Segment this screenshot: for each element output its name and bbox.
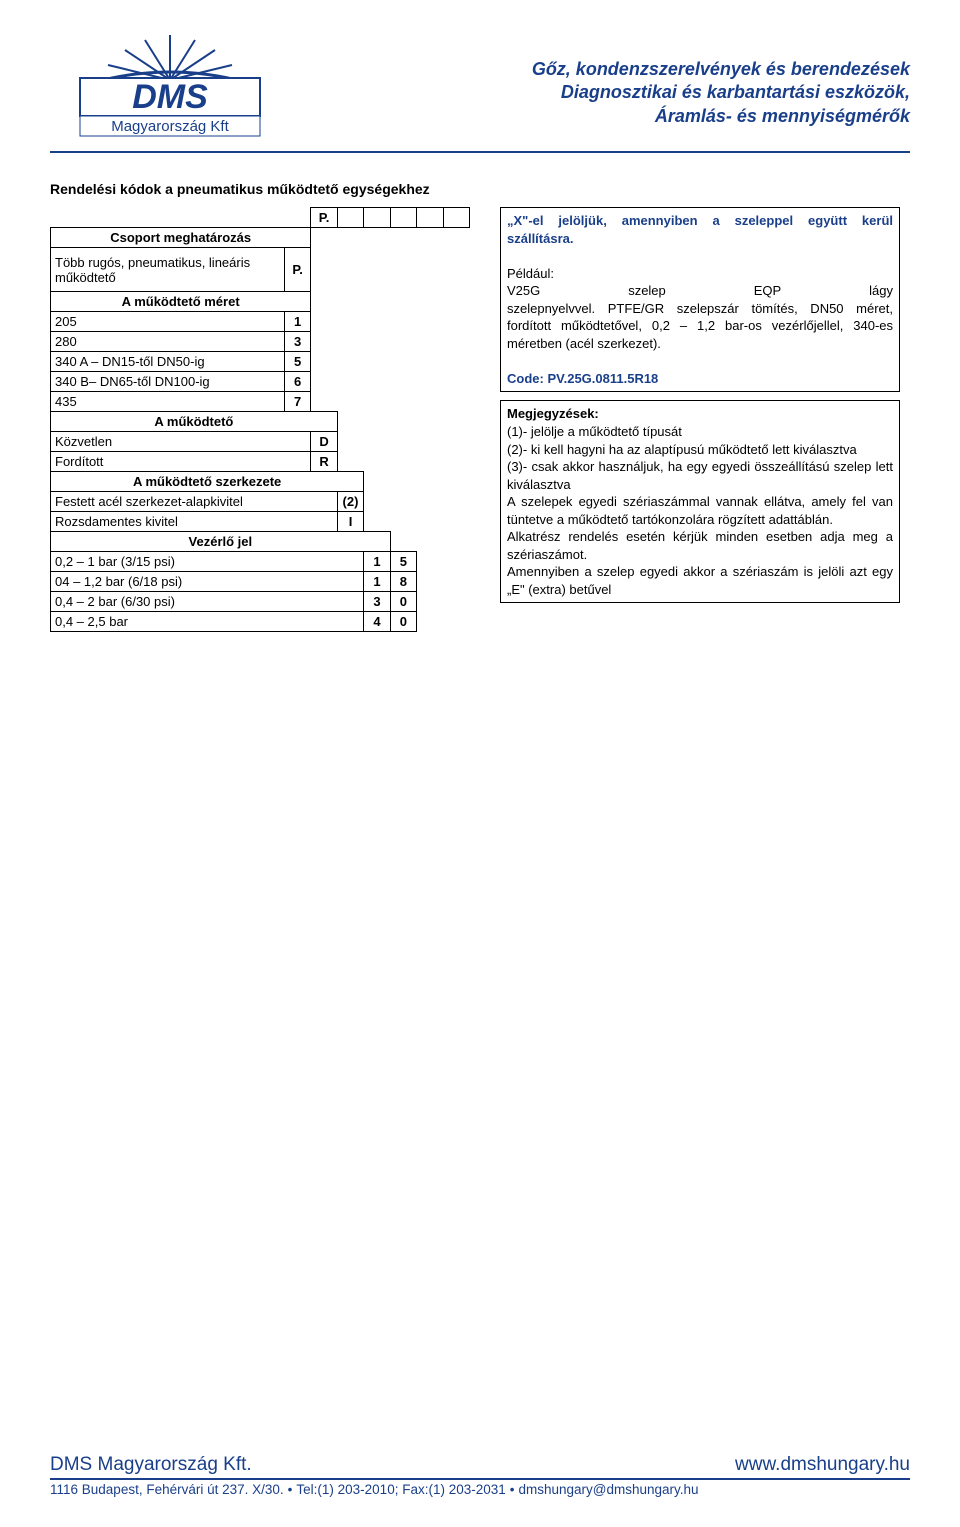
group-label: A működtető szerkezete <box>51 472 364 492</box>
table-row: 0,4 – 2,5 bar40 <box>51 612 470 632</box>
page-footer: DMS Magyarország Kft. www.dmshungary.hu … <box>50 1454 910 1497</box>
code-cell: 3 <box>284 332 310 352</box>
section-title: Rendelési kódok a pneumatikus működtető … <box>50 181 910 197</box>
code-cell: 5 <box>284 352 310 372</box>
code-cell: 8 <box>390 572 416 592</box>
item-label: 280 <box>51 332 285 352</box>
item-label: 205 <box>51 312 285 332</box>
logo-subtext: Magyarország Kft <box>111 118 229 135</box>
note-1: (1)- jelölje a működtető típusát <box>507 423 893 441</box>
group-label: Vezérlő jel <box>51 532 391 552</box>
code-cell: 1 <box>364 572 390 592</box>
item-label: Közvetlen <box>51 432 311 452</box>
footer-email: dmshungary@dmshungary.hu <box>519 1482 699 1497</box>
footer-contact-line: 1116 Budapest, Fehérvári út 237. X/30.•T… <box>50 1480 910 1497</box>
notes-body3: Amennyiben a szelep egyedi akkor a széri… <box>507 563 893 598</box>
notes-body2: Alkatrész rendelés esetén kérjük minden … <box>507 528 893 563</box>
item-label: Rozsdamentes kivitel <box>51 512 338 532</box>
footer-company: DMS Magyarország Kft. <box>50 1454 252 1476</box>
logo-text: DMS <box>132 78 208 116</box>
footer-contact: Tel:(1) 203-2010; Fax:(1) 203-2031 <box>296 1482 505 1497</box>
item-label: 340 A – DN15-től DN50-ig <box>51 352 285 372</box>
header-line3: Áramlás- és mennyiségmérők <box>532 105 910 128</box>
item-label: 435 <box>51 392 285 412</box>
code-cell: 1 <box>284 312 310 332</box>
order-code-table: P. Csoport meghatározás Több rugós, pneu… <box>50 207 470 632</box>
code-cell: 1 <box>364 552 390 572</box>
item-label: 0,2 – 1 bar (3/15 psi) <box>51 552 364 572</box>
code-cell: 6 <box>284 372 310 392</box>
item-label: 04 – 1,2 bar (6/18 psi) <box>51 572 364 592</box>
group-label: A működtető méret <box>51 292 311 312</box>
item-label: Fordított <box>51 452 311 472</box>
item-label: Több rugós, pneumatikus, lineáris működt… <box>51 248 285 292</box>
footer-address: 1116 Budapest, Fehérvári út 237. X/30. <box>50 1482 284 1497</box>
table-row: Vezérlő jel <box>51 532 470 552</box>
footer-url: www.dmshungary.hu <box>735 1454 910 1476</box>
group-label: Csoport meghatározás <box>51 228 311 248</box>
code-table-container: P. Csoport meghatározás Több rugós, pneu… <box>50 207 470 632</box>
code-cell: 5 <box>390 552 416 572</box>
code-cell: 4 <box>364 612 390 632</box>
table-row: P. <box>51 208 470 228</box>
example-box: „X"-el jelöljük, amennyiben a szeleppel … <box>500 207 900 392</box>
example-label: Például: <box>507 265 893 283</box>
example-token: EQP <box>754 282 781 300</box>
table-row: 04 – 1,2 bar (6/18 psi)18 <box>51 572 470 592</box>
item-label: Festett acél szerkezet-alapkivitel <box>51 492 338 512</box>
notes-box: Megjegyzések: (1)- jelölje a működtető t… <box>500 400 900 603</box>
dms-logo-icon: DMS Magyarország Kft <box>50 30 290 140</box>
code-cell: 7 <box>284 392 310 412</box>
table-row: Rozsdamentes kivitelI <box>51 512 470 532</box>
note-2: (2)- ki kell hagyni ha az alaptípusú műk… <box>507 441 893 459</box>
code-cell: P. <box>311 208 337 228</box>
code-cell: R <box>311 452 337 472</box>
table-row: Csoport meghatározás <box>51 228 470 248</box>
notes-body1: A szelepek egyedi szériaszámmal vannak e… <box>507 493 893 528</box>
example-intro: „X"-el jelöljük, amennyiben a szeleppel … <box>507 212 893 247</box>
example-body: szelepnyelvvel. PTFE/GR szelepszár tömít… <box>507 300 893 353</box>
code-cell: 0 <box>390 592 416 612</box>
header-line1: Gőz, kondenzszerelvények és berendezések <box>532 58 910 81</box>
code-cell: 3 <box>364 592 390 612</box>
example-token: V25G <box>507 282 540 300</box>
code-label: Code: <box>507 371 547 386</box>
item-label: 340 B– DN65-től DN100-ig <box>51 372 285 392</box>
notes-title: Megjegyzések: <box>507 405 893 423</box>
code-value: PV.25G.0811.5R18 <box>547 371 658 386</box>
note-3: (3)- csak akkor használjuk, ha egy egyed… <box>507 458 893 493</box>
table-row: 0,4 – 2 bar (6/30 psi)30 <box>51 592 470 612</box>
example-token: szelep <box>628 282 666 300</box>
example-code-line: Code: PV.25G.0811.5R18 <box>507 370 893 388</box>
code-cell: 0 <box>390 612 416 632</box>
example-row: V25G szelep EQP lágy <box>507 282 893 300</box>
code-cell: P. <box>284 248 310 292</box>
code-cell: D <box>311 432 337 452</box>
table-row: 0,2 – 1 bar (3/15 psi)15 <box>51 552 470 572</box>
code-cell: (2) <box>337 492 363 512</box>
page-header: DMS Magyarország Kft Gőz, kondenzszerelv… <box>50 30 910 143</box>
header-divider <box>50 151 910 153</box>
header-tagline: Gőz, kondenzszerelvények és berendezések… <box>532 30 910 128</box>
group-label: A működtető <box>51 412 338 432</box>
code-cell: I <box>337 512 363 532</box>
example-token: lágy <box>869 282 893 300</box>
item-label: 0,4 – 2 bar (6/30 psi) <box>51 592 364 612</box>
header-line2: Diagnosztikai és karbantartási eszközök, <box>532 81 910 104</box>
item-label: 0,4 – 2,5 bar <box>51 612 364 632</box>
logo: DMS Magyarország Kft <box>50 30 300 143</box>
